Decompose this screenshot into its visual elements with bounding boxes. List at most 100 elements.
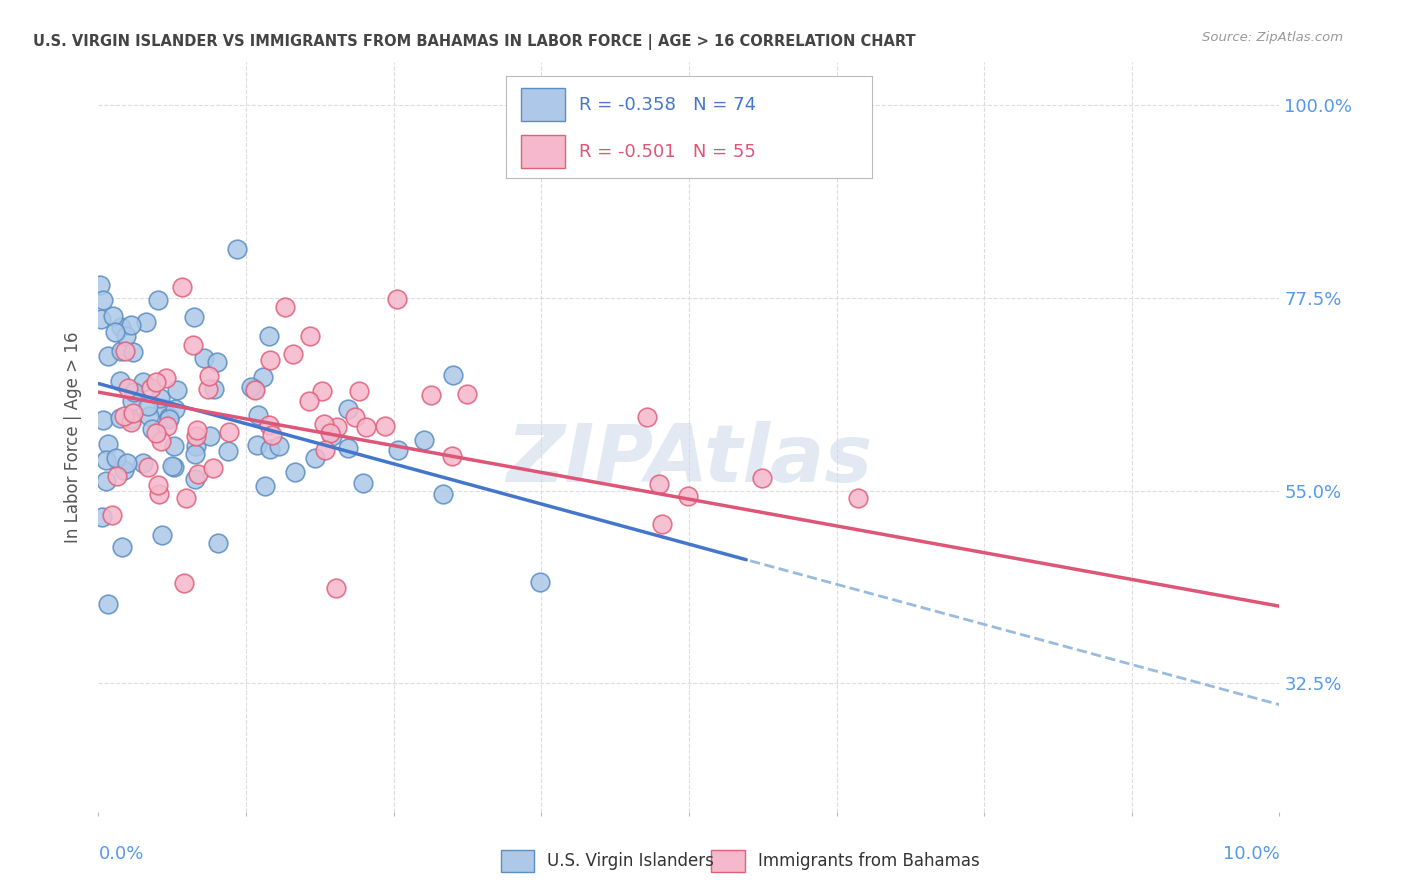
Text: R = -0.501   N = 55: R = -0.501 N = 55 [579,143,756,161]
Point [413,434,436,448]
Text: Source: ZipAtlas.com: Source: ZipAtlas.com [1202,31,1343,45]
Point [101,508,124,523]
Point [257,417,280,432]
Point [97,437,120,451]
Point [117,381,139,395]
Point [160,458,183,473]
Point [149,391,172,405]
Point [121,345,143,359]
Point [101,309,124,323]
Point [136,459,159,474]
Point [184,472,207,486]
Point [91,413,114,427]
Point [146,293,169,308]
Point [166,383,188,397]
Point [108,411,131,425]
Point [132,456,155,470]
Text: 0.0%: 0.0% [98,846,143,863]
Point [198,369,221,384]
Point [314,442,336,457]
Point [274,301,297,315]
Point [337,402,360,417]
Point [247,408,270,422]
Point [104,326,127,340]
Text: ZIPAtlas: ZIPAtlas [506,420,872,499]
Text: Immigrants from Bahamas: Immigrants from Bahamas [758,852,980,870]
Point [138,409,160,424]
Point [284,465,307,479]
Y-axis label: In Labor Force | Age > 16: In Labor Force | Age > 16 [65,331,83,543]
Point [354,420,377,434]
Point [326,420,349,434]
Point [146,478,169,492]
Point [529,575,551,590]
Point [135,315,157,329]
Point [96,474,118,488]
Point [207,355,229,369]
Point [112,409,135,423]
Point [325,582,347,596]
Point [136,399,159,413]
Point [218,425,240,439]
Point [440,449,463,463]
Point [243,383,266,397]
Point [441,368,464,382]
FancyBboxPatch shape [520,136,565,168]
Point [163,439,186,453]
Point [148,487,170,501]
Point [751,471,773,485]
Point [207,535,229,549]
Point [152,401,174,415]
Point [105,468,128,483]
Point [114,343,136,358]
Point [299,329,322,343]
Point [676,489,699,503]
Point [172,279,194,293]
Point [239,380,262,394]
Point [197,382,219,396]
Point [110,344,132,359]
Point [186,429,208,443]
Point [94,453,117,467]
Point [304,450,326,465]
Point [97,349,120,363]
Point [145,375,167,389]
Text: R = -0.358   N = 74: R = -0.358 N = 74 [579,95,756,113]
Point [120,415,142,429]
Point [141,422,163,436]
Point [186,439,208,453]
Point [104,451,127,466]
Point [163,401,186,416]
Point [120,318,142,333]
Point [155,370,177,384]
Point [173,576,195,591]
Point [184,447,207,461]
Point [200,429,222,443]
Point [387,443,409,458]
Point [186,423,208,437]
Point [848,491,870,506]
Point [385,292,408,306]
Point [90,311,112,326]
Text: U.S. Virgin Islanders: U.S. Virgin Islanders [547,852,714,870]
Point [108,375,131,389]
Point [111,540,134,554]
Point [311,384,333,399]
Point [312,417,335,431]
Point [132,376,155,390]
Point [259,442,281,457]
Point [260,428,283,442]
Point [419,388,441,402]
Point [267,439,290,453]
Text: 10.0%: 10.0% [1223,846,1279,863]
Point [150,434,173,448]
Point [91,509,114,524]
Point [352,475,374,490]
Point [120,412,142,426]
Point [281,347,304,361]
Point [226,242,249,256]
Point [183,338,205,352]
Point [115,328,138,343]
Point [651,516,673,531]
Point [246,438,269,452]
